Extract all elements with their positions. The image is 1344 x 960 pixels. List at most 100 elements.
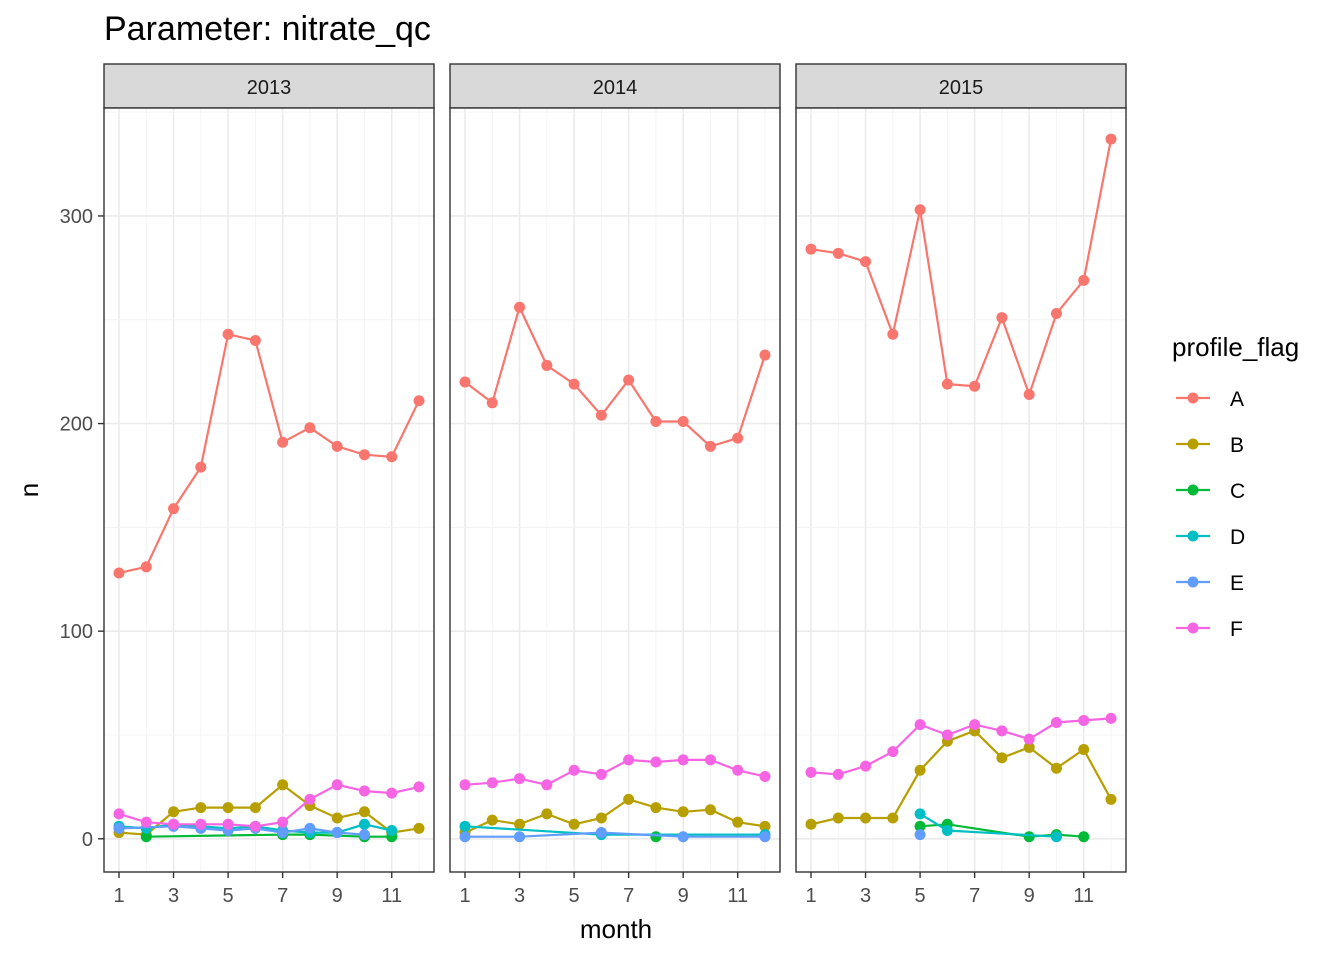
series-A [459, 301, 771, 452]
data-point-B [759, 820, 771, 832]
legend-item-A: A [1176, 388, 1244, 411]
data-point-E [595, 827, 607, 839]
data-point-F [331, 779, 343, 791]
gridlines [450, 108, 780, 872]
y-tick-label: 100 [60, 621, 93, 643]
data-point-A [277, 436, 289, 448]
legend-key-point [1187, 392, 1199, 404]
x-axis-title: month [580, 914, 652, 944]
data-point-A [969, 380, 981, 392]
data-point-F [832, 768, 844, 780]
panel-strip-label: 2015 [939, 77, 984, 99]
panel-border [795, 107, 1127, 873]
y-tick-label: 200 [60, 414, 93, 436]
panel-strip [103, 63, 435, 109]
data-point-F [914, 719, 926, 731]
x-tick-label: 5 [915, 885, 926, 907]
data-point-E [277, 827, 289, 839]
legend-item-F: F [1176, 618, 1243, 641]
legend-key-point [1187, 484, 1199, 496]
data-point-C [1078, 831, 1090, 843]
data-point-C [650, 831, 662, 843]
legend-label: E [1230, 572, 1244, 595]
panel-strip [449, 63, 781, 109]
data-point-A [331, 440, 343, 452]
data-point-A [860, 256, 872, 268]
data-point-C [1023, 831, 1035, 843]
series-A [805, 133, 1117, 400]
panels-group: 2013 1 3 5 7 9 11 0 100 200 300 2014 1 3 5 7 9 11 2015 1 3 5 7… [60, 63, 1127, 907]
data-point-D [459, 820, 471, 832]
data-point-E [331, 827, 343, 839]
y-tick-label: 300 [60, 206, 93, 228]
data-point-F [140, 816, 152, 828]
data-point-F [486, 777, 498, 789]
data-point-A [249, 335, 261, 347]
data-point-B [277, 779, 289, 791]
data-point-D [941, 824, 953, 836]
series-line-B [118, 783, 420, 836]
data-point-E [677, 831, 689, 843]
x-tick-label: 5 [223, 885, 234, 907]
data-point-F [860, 760, 872, 772]
data-point-F [759, 771, 771, 782]
panel-strip [795, 63, 1127, 109]
x-tick-label: 7 [623, 885, 634, 907]
data-point-D [386, 824, 398, 836]
data-point-A [386, 451, 398, 463]
panel-strip-label: 2014 [593, 77, 638, 99]
data-point-F [113, 808, 125, 820]
data-point-A [413, 395, 425, 407]
data-point-F [941, 729, 953, 741]
legend-item-D: D [1176, 526, 1245, 549]
panel-border [103, 107, 435, 873]
gridlines [796, 108, 1126, 872]
x-tick-label: 3 [168, 885, 179, 907]
data-point-A [1105, 133, 1117, 145]
x-tick-label: 9 [1024, 885, 1035, 907]
legend-label: C [1230, 480, 1245, 503]
series-A [113, 328, 425, 579]
data-point-D [1050, 831, 1062, 843]
legend-label: D [1230, 526, 1245, 549]
data-point-B [732, 816, 744, 828]
panel-2013: 2013 1 3 5 7 9 11 0 100 200 300 [60, 63, 435, 907]
plot-background [796, 108, 1126, 872]
series-E [459, 827, 771, 843]
data-point-F [459, 779, 471, 791]
data-point-B [514, 818, 526, 830]
data-point-A [1078, 274, 1090, 286]
data-point-F [1105, 712, 1117, 724]
data-point-A [732, 432, 744, 444]
data-point-B [413, 822, 425, 834]
data-point-A [358, 449, 370, 461]
data-point-B [704, 804, 716, 816]
legend-key-point [1187, 576, 1199, 588]
panel-2015: 2015 1 3 5 7 9 11 [795, 63, 1127, 907]
data-point-B [358, 806, 370, 818]
data-point-B [541, 808, 553, 820]
data-point-B [623, 793, 635, 805]
data-point-F [541, 779, 553, 791]
data-point-A [704, 440, 716, 452]
data-point-C [914, 820, 926, 832]
data-point-F [249, 820, 261, 832]
data-point-F [304, 793, 316, 805]
data-point-A [595, 409, 607, 421]
data-point-F [969, 719, 981, 731]
data-point-E [358, 829, 370, 841]
y-tick-label: 0 [82, 829, 93, 851]
x-tick-label: 7 [277, 885, 288, 907]
data-point-A [195, 461, 207, 473]
x-tick-label: 9 [332, 885, 343, 907]
data-point-F [514, 773, 526, 785]
data-point-F [704, 754, 716, 766]
data-point-F [650, 756, 662, 768]
data-point-B [249, 802, 261, 814]
gridlines [104, 108, 434, 872]
legend-label: A [1230, 388, 1244, 411]
data-point-E [914, 829, 926, 841]
data-point-A [1050, 308, 1062, 320]
plot-background [450, 108, 780, 872]
